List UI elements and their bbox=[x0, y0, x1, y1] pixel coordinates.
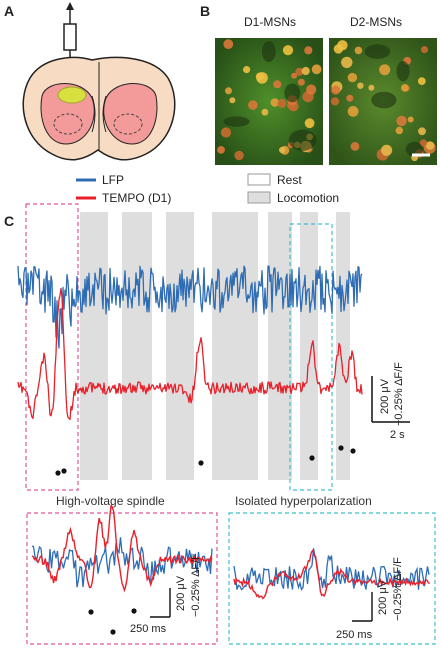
panel-letter-b: B bbox=[200, 3, 210, 19]
scale-main-x: 2 s bbox=[390, 429, 405, 441]
tempo-trace bbox=[17, 287, 363, 421]
panel-letter-a: A bbox=[4, 3, 14, 19]
lfp-trace bbox=[17, 265, 363, 349]
brain-schematic bbox=[22, 2, 176, 161]
inset-hyperpolarization-y-top: 200 μV bbox=[377, 579, 389, 615]
inset-spindle-frame bbox=[26, 512, 218, 645]
legend-locomotion-swatch bbox=[247, 191, 271, 204]
inset-hyperpolarization-y-bottom: −0.25% ΔF/F bbox=[392, 557, 404, 621]
inset-spindle-x: 250 ms bbox=[130, 623, 167, 635]
locomotion-bands bbox=[80, 212, 350, 480]
legend-locomotion-label: Locomotion bbox=[277, 191, 339, 205]
micrograph-d1 bbox=[215, 38, 323, 165]
inset-spindle-scale-bar bbox=[150, 588, 171, 618]
micrograph-label-d2: D2-MSNs bbox=[350, 15, 402, 29]
event-markers bbox=[55, 445, 356, 476]
highlight-box-hyperpolarization bbox=[289, 223, 333, 491]
legend-rest-label: Rest bbox=[277, 173, 302, 187]
inset-spindle-title: High-voltage spindle bbox=[56, 494, 165, 508]
legend: LFP TEMPO (D1) Rest Locomotion bbox=[76, 173, 339, 205]
legend-tempo-label: TEMPO (D1) bbox=[102, 191, 171, 205]
inset-spindle-tempo-trace bbox=[31, 504, 213, 593]
inset-spindle-y-bottom: −0.25% ΔF/F bbox=[190, 553, 202, 617]
inset-hyperpolarization-scale-bar bbox=[352, 592, 373, 622]
scale-bar-main bbox=[371, 376, 410, 423]
inset-hyperpolarization-lfp-trace bbox=[233, 548, 430, 592]
inset-hyperpolarization-tempo-trace bbox=[233, 548, 430, 600]
inset-spindle-markers bbox=[88, 608, 137, 635]
inset-spindle-y-top: 200 μV bbox=[175, 575, 187, 611]
scale-main-y-bottom: −0.25% ΔF/F bbox=[393, 362, 405, 426]
scale-main-y-top: 200 μV bbox=[379, 378, 391, 414]
legend-rest-swatch bbox=[247, 173, 271, 186]
micrograph-d2 bbox=[329, 38, 437, 165]
panel-letter-c: C bbox=[4, 213, 14, 229]
inset-hyperpolarization-title: Isolated hyperpolarization bbox=[235, 494, 372, 508]
micrograph-label-d1: D1-MSNs bbox=[244, 15, 296, 29]
inset-hyperpolarization-x: 250 ms bbox=[336, 629, 373, 641]
legend-lfp-label: LFP bbox=[102, 173, 124, 187]
highlight-box-spindle bbox=[25, 203, 79, 491]
